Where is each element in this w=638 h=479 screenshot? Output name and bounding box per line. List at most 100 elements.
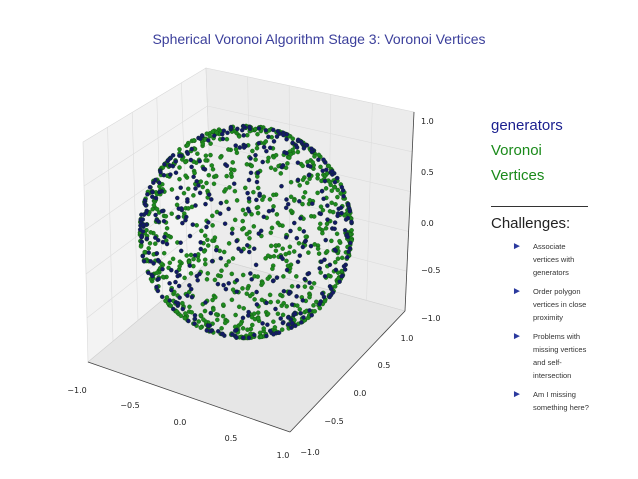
voronoi-vertex-point [203,261,208,267]
voronoi-vertex-point [247,293,253,299]
voronoi-vertex-point [202,257,208,262]
generator-point [300,244,306,250]
generator-point [161,218,167,224]
generator-point [186,318,191,324]
voronoi-vertex-point [233,312,238,318]
legend-voronoi: Voronoi [491,142,542,159]
voronoi-vertex-point [183,311,188,316]
voronoi-vertex-point [302,190,308,195]
generator-point [170,306,176,312]
generator-point [225,130,230,136]
generator-point [295,160,301,165]
voronoi-vertex-point [200,184,206,190]
x-tick-label: 1.0 [277,451,290,460]
generator-point [203,201,208,207]
voronoi-vertex-point [198,313,203,318]
chart-title: Spherical Voronoi Algorithm Stage 3: Vor… [152,31,486,47]
z-tick-label: 1.0 [421,117,434,126]
voronoi-vertex-point [220,313,226,319]
grid-line [207,105,413,153]
voronoi-vertex-point [286,250,292,256]
voronoi-vertex-point [232,167,237,173]
generator-point [168,172,173,177]
voronoi-vertex-point [238,321,244,327]
voronoi-vertex-point [329,200,334,206]
generator-point [162,162,167,167]
voronoi-vertex-point [182,315,188,321]
generator-point [206,138,211,143]
generator-point [169,287,174,293]
voronoi-vertex-point [201,317,206,322]
voronoi-vertex-point [284,304,289,309]
generator-point [345,255,350,260]
challenge-text: Problems with missing vertices and self-… [533,332,587,380]
generator-point [246,309,251,315]
generator-point [189,164,194,170]
voronoi-vertex-point [268,230,274,235]
challenge-text: Order polygon vertices in close proximit… [533,287,587,322]
generator-point [214,247,219,253]
generator-point [257,191,262,197]
voronoi-vertex-point [186,186,191,192]
voronoi-vertex-point [329,238,334,244]
generator-point [319,188,325,194]
voronoi-vertex-point [255,131,260,137]
challenge-item: ► Am I missing something here? [491,388,611,414]
generator-point [176,283,182,289]
generator-point [321,294,327,300]
generator-point [293,323,298,329]
voronoi-vertex-point [268,299,273,305]
voronoi-vertex-point [224,199,229,205]
voronoi-vertex-point [170,256,176,262]
generator-point [193,203,198,208]
generator-point [180,306,186,312]
voronoi-vertex-point [177,147,182,152]
generator-point [321,157,326,162]
generator-point [304,143,310,148]
challenges-title: Challenges: [491,215,571,232]
voronoi-vertex-point [240,326,246,331]
generator-point [175,195,180,201]
generator-point [154,284,159,290]
voronoi-vertex-point [249,163,254,169]
generator-point [178,248,184,254]
generator-point [234,278,240,283]
voronoi-vertex-point [267,197,273,202]
generator-point [169,267,174,273]
generator-point [264,300,269,306]
voronoi-vertex-point [332,185,337,190]
generator-point [341,264,347,269]
arrow-icon: ► [512,286,522,297]
voronoi-vertex-point [177,176,182,182]
voronoi-vertex-point [300,201,305,207]
generator-point [190,222,196,227]
voronoi-vertex-point [221,302,226,307]
voronoi-vertex-point [273,152,279,158]
generator-point [161,172,167,178]
voronoi-vertex-point [296,241,302,246]
voronoi-vertex-point [186,259,192,265]
generator-point [255,170,261,176]
generator-point [215,281,221,287]
z-axis-line [404,111,415,312]
voronoi-vertex-point [295,149,301,155]
challenge-item: ► Order polygon vertices in close proxim… [491,285,611,324]
generator-point [281,132,286,138]
voronoi-vertex-point [300,163,305,169]
generator-point [252,332,257,338]
voronoi-vertex-point [211,181,217,187]
legend: generators Voronoi Vertices Challenges: … [491,113,611,420]
voronoi-vertex-point [241,225,246,231]
voronoi-vertex-point [226,259,232,264]
generator-point [339,210,344,216]
voronoi-vertex-point [317,305,323,311]
voronoi-vertex-point [206,172,212,178]
generator-point [265,322,270,327]
generator-point [280,320,286,326]
voronoi-vertex-point [188,252,194,258]
voronoi-vertex-point [205,271,211,276]
voronoi-vertex-point [320,207,326,213]
voronoi-vertex-point [273,248,279,253]
voronoi-vertex-point [334,231,340,237]
generator-point [329,169,335,174]
